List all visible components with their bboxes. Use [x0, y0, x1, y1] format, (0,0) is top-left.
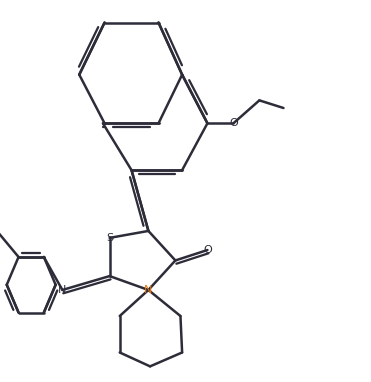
Text: O: O: [229, 118, 238, 128]
Text: N: N: [144, 285, 152, 295]
Text: O: O: [203, 245, 212, 255]
Text: N: N: [58, 285, 66, 295]
Text: S: S: [106, 233, 113, 243]
